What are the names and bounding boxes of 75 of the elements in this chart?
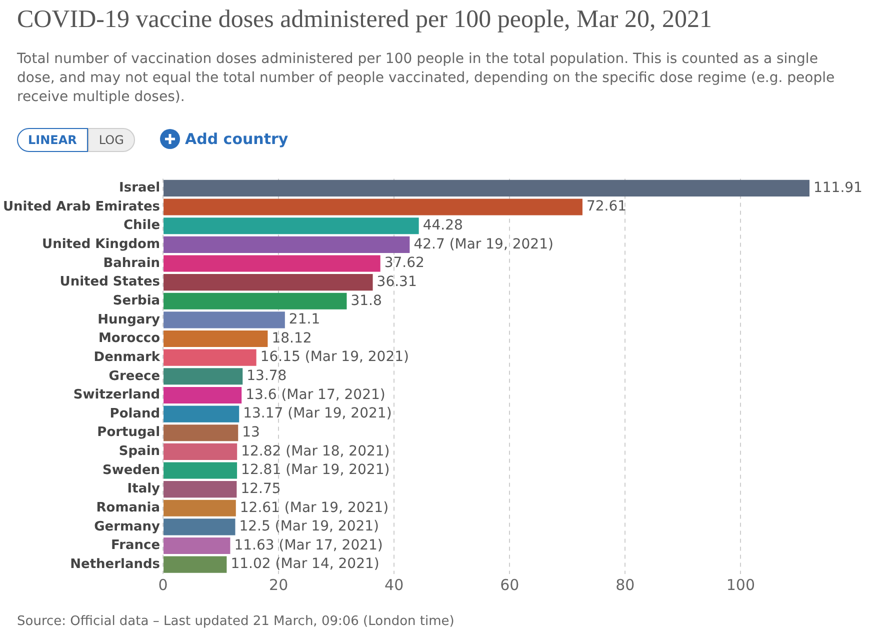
data-label: 11.63 (Mar 17, 2021) xyxy=(234,537,383,554)
y-tick-label: Denmark xyxy=(94,350,160,365)
text: LOG xyxy=(88,128,135,152)
y-tick-label: Bahrain xyxy=(103,256,160,271)
y-tick-label: Romania xyxy=(96,500,160,516)
x-tick-label: 60 xyxy=(500,576,520,594)
data-label: 11.02 (Mar 14, 2021) xyxy=(230,556,380,572)
bar xyxy=(164,462,238,479)
y-tick-label: Spain xyxy=(118,444,160,460)
y-tick-label: Poland xyxy=(110,406,160,422)
y-tick-label: United Kingdom xyxy=(42,237,160,252)
y-tick-label: Morocco xyxy=(98,331,160,346)
y-tick-label: Israel xyxy=(119,180,160,196)
data-label: 21.1 xyxy=(288,312,320,328)
y-tick-label: Portugal xyxy=(97,425,160,440)
text: LINEAR xyxy=(17,128,88,152)
y-tick-label: Sweden xyxy=(102,462,160,478)
data-label: 18.12 xyxy=(272,330,312,346)
data-label: 12.61 (Mar 19, 2021) xyxy=(240,500,389,516)
y-tick-label: Netherlands xyxy=(70,556,160,572)
y-tick-label: United States xyxy=(60,274,160,290)
bar xyxy=(164,500,236,516)
y-tick-label: Greece xyxy=(108,368,160,384)
data-label: 72.61 xyxy=(586,198,627,215)
x-tick-label: 40 xyxy=(384,576,404,594)
data-label: 42.7 (Mar 19, 2021) xyxy=(414,236,554,252)
bar xyxy=(164,349,256,366)
y-tick-label: Serbia xyxy=(112,294,160,308)
bar xyxy=(164,292,347,310)
y-tick-label: Chile xyxy=(124,218,160,234)
y-tick-label: France xyxy=(111,538,160,554)
data-label: 12.5 (Mar 19, 2021) xyxy=(239,518,380,535)
data-label: 111.91 xyxy=(813,180,862,196)
data-label: 13.6 (Mar 17, 2021) xyxy=(246,386,386,403)
data-label: 13.17 (Mar 19, 2021) xyxy=(243,406,392,422)
bar xyxy=(164,481,237,498)
x-tick-label: 20 xyxy=(269,576,288,594)
bar xyxy=(164,274,373,291)
text: Add country xyxy=(185,130,288,148)
bar xyxy=(164,218,419,234)
y-tick-label: Switzerland xyxy=(73,388,160,403)
y-tick-label: Germany xyxy=(94,519,161,534)
data-label: 37.62 xyxy=(384,255,424,272)
bar xyxy=(164,406,240,422)
bar xyxy=(164,368,243,385)
chart-title: COVID-19 vaccine doses administered per 100 people, Mar 20, 2021 xyxy=(17,6,712,34)
data-label: 12.82 (Mar 18, 2021) xyxy=(241,443,390,460)
y-tick-label: Italy xyxy=(127,482,161,497)
source-note: Source: Official data – Last updated 21 March, 09:06 (London time) xyxy=(17,614,454,629)
data-label: 31.8 xyxy=(350,292,382,309)
data-label: 12.75 xyxy=(240,480,281,497)
bar xyxy=(164,312,285,328)
y-tick-label: United Arab Emirates xyxy=(2,199,160,214)
bar xyxy=(164,330,268,348)
bar xyxy=(164,537,230,554)
bar xyxy=(164,255,380,272)
x-tick-label: 0 xyxy=(158,576,168,594)
y-tick-label: Hungary xyxy=(98,312,161,328)
x-tick-label: 100 xyxy=(726,576,756,594)
bar xyxy=(164,236,410,253)
bar xyxy=(164,518,236,536)
data-label: 13 xyxy=(242,424,260,440)
data-label: 36.31 xyxy=(376,274,417,290)
x-tick-label: 80 xyxy=(616,576,635,594)
bar xyxy=(164,198,582,216)
data-label: 16.15 (Mar 19, 2021) xyxy=(260,349,409,366)
data-label: 12.81 (Mar 19, 2021) xyxy=(241,462,390,478)
data-label: 44.28 xyxy=(422,217,463,234)
bar xyxy=(164,443,238,460)
data-label: 13.78 xyxy=(246,368,287,384)
bar xyxy=(164,180,810,196)
chart-subtitle: Total number of vaccination doses administered per 100 people in the total population. This is counted as a single dose, and may not equal the total number of people vaccinated, depending on the specific dose regime (e.g. people receive multiple doses). xyxy=(17,50,836,107)
bar xyxy=(164,556,227,573)
bar xyxy=(164,386,242,404)
bar xyxy=(164,424,238,442)
